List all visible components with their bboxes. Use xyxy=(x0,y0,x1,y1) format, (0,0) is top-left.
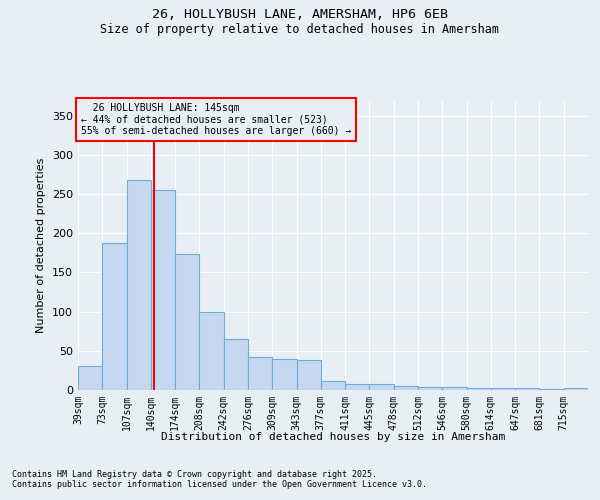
Text: Contains public sector information licensed under the Open Government Licence v3: Contains public sector information licen… xyxy=(12,480,427,489)
Bar xyxy=(467,388,491,390)
Text: 26 HOLLYBUSH LANE: 145sqm
← 44% of detached houses are smaller (523)
55% of semi: 26 HOLLYBUSH LANE: 145sqm ← 44% of detac… xyxy=(80,103,351,136)
Text: Distribution of detached houses by size in Amersham: Distribution of detached houses by size … xyxy=(161,432,505,442)
Bar xyxy=(78,366,102,390)
Y-axis label: Number of detached properties: Number of detached properties xyxy=(37,158,46,332)
Text: Contains HM Land Registry data © Crown copyright and database right 2025.: Contains HM Land Registry data © Crown c… xyxy=(12,470,377,479)
Bar xyxy=(345,384,370,390)
Bar xyxy=(442,387,467,390)
Bar xyxy=(151,190,175,390)
Bar xyxy=(296,360,321,390)
Bar xyxy=(491,388,515,390)
Bar xyxy=(127,180,151,390)
Bar xyxy=(321,380,345,390)
Bar xyxy=(370,384,394,390)
Bar xyxy=(175,254,199,390)
Bar xyxy=(224,339,248,390)
Bar xyxy=(199,312,224,390)
Text: Size of property relative to detached houses in Amersham: Size of property relative to detached ho… xyxy=(101,22,499,36)
Bar xyxy=(272,358,296,390)
Bar xyxy=(102,244,127,390)
Bar xyxy=(539,389,564,390)
Bar xyxy=(394,386,418,390)
Bar xyxy=(418,387,442,390)
Bar xyxy=(248,357,272,390)
Bar xyxy=(515,388,539,390)
Bar xyxy=(564,388,588,390)
Text: 26, HOLLYBUSH LANE, AMERSHAM, HP6 6EB: 26, HOLLYBUSH LANE, AMERSHAM, HP6 6EB xyxy=(152,8,448,20)
